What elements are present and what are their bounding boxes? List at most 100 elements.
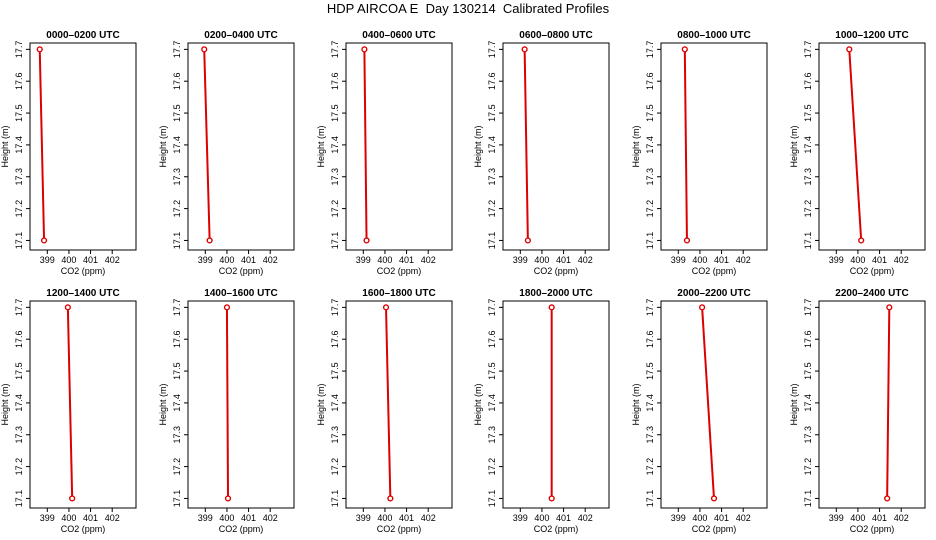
y-tick-label: 17.4 [330, 394, 340, 412]
plot-frame [187, 42, 295, 251]
x-tick-label: 402 [263, 513, 278, 523]
y-axis-label: Height (m) [789, 383, 799, 425]
y-tick-label: 17.3 [330, 426, 340, 444]
y-tick-label: 17.5 [803, 104, 813, 122]
y-axis-label: Height (m) [316, 125, 326, 167]
y-tick-label: 17.6 [14, 72, 24, 90]
panel-7: 1200–1400 UTC 399 400 401 402 17.1 17.2 17.3 17.… [0, 288, 137, 534]
y-tick-label: 17.2 [330, 200, 340, 218]
panel-title: 2200–2400 UTC [835, 288, 908, 299]
data-point [710, 495, 718, 502]
plot-frame [660, 42, 768, 251]
panel-title: 1200–1400 UTC [46, 288, 119, 299]
y-tick-label: 17.3 [330, 168, 340, 186]
x-tick-label: 399 [198, 255, 213, 265]
panel-title: 0400–0600 UTC [362, 30, 435, 41]
data-point [224, 495, 232, 502]
x-axis-label: CO2 (ppm) [850, 524, 895, 534]
y-tick-label: 17.1 [172, 490, 182, 508]
panel-title: 1800–2000 UTC [519, 288, 592, 299]
y-tick-label: 17.2 [487, 200, 497, 218]
y-axis-label: Height (m) [158, 383, 168, 425]
x-axis-label: CO2 (ppm) [61, 524, 106, 534]
profile-line [203, 49, 211, 241]
y-tick-label: 17.1 [645, 490, 655, 508]
x-tick-label: 399 [829, 513, 844, 523]
y-tick-label: 17.1 [487, 232, 497, 250]
x-tick-label: 401 [714, 513, 729, 523]
y-tick-label: 17.2 [645, 458, 655, 476]
data-point [382, 304, 390, 311]
y-axis-label: Height (m) [631, 125, 641, 167]
y-tick-label: 17.7 [803, 299, 813, 317]
y-tick-label: 17.3 [172, 168, 182, 186]
y-tick-label: 17.1 [487, 490, 497, 508]
x-tick-label: 402 [736, 513, 751, 523]
x-tick-label: 402 [105, 513, 120, 523]
data-point [858, 237, 865, 244]
y-tick-label: 17.7 [14, 299, 24, 317]
x-tick-label: 402 [736, 255, 751, 265]
x-tick-label: 400 [534, 255, 549, 265]
x-tick-label: 402 [105, 255, 120, 265]
y-tick-label: 17.5 [172, 104, 182, 122]
y-tick-label: 17.2 [172, 200, 182, 218]
x-axis-label: CO2 (ppm) [377, 266, 422, 276]
y-tick-label: 17.4 [803, 136, 813, 154]
x-tick-label: 401 [399, 513, 414, 523]
y-tick-label: 17.6 [803, 72, 813, 90]
y-tick-label: 17.3 [14, 168, 24, 186]
y-tick-label: 17.3 [645, 168, 655, 186]
x-tick-label: 399 [40, 255, 55, 265]
x-tick-label: 399 [671, 513, 686, 523]
panel-title: 1000–1200 UTC [835, 30, 908, 41]
y-tick-label: 17.5 [172, 362, 182, 380]
panel-title: 1400–1600 UTC [204, 288, 277, 299]
data-point [699, 304, 706, 311]
x-tick-label: 402 [421, 513, 436, 523]
y-tick-label: 17.6 [645, 72, 655, 90]
data-point [521, 46, 528, 53]
data-point [361, 46, 368, 53]
y-tick-label: 17.1 [172, 232, 182, 250]
x-tick-label: 399 [513, 255, 528, 265]
y-tick-label: 17.6 [645, 330, 655, 348]
x-tick-label: 402 [894, 513, 909, 523]
x-tick-label: 399 [513, 513, 528, 523]
x-tick-label: 400 [692, 513, 707, 523]
data-point [64, 304, 71, 311]
data-point [886, 304, 893, 311]
x-tick-label: 401 [241, 513, 256, 523]
y-axis-label: Height (m) [0, 125, 10, 167]
x-axis-label: CO2 (ppm) [377, 524, 422, 534]
y-tick-label: 17.4 [172, 394, 182, 412]
data-point [683, 237, 691, 244]
x-tick-label: 400 [377, 255, 392, 265]
x-tick-label: 402 [578, 255, 593, 265]
x-tick-label: 399 [40, 513, 55, 523]
x-tick-label: 402 [578, 513, 593, 523]
profile-line [363, 49, 368, 241]
panel-6: 1000–1200 UTC 399 400 401 402 17.1 17.2 17.3 17.… [789, 30, 926, 276]
y-tick-label: 17.4 [645, 394, 655, 412]
y-tick-label: 17.2 [803, 458, 813, 476]
x-tick-label: 401 [714, 255, 729, 265]
data-point [206, 237, 213, 244]
y-tick-label: 17.4 [172, 136, 182, 154]
data-point [548, 304, 555, 311]
y-tick-label: 17.2 [172, 458, 182, 476]
x-tick-label: 401 [556, 513, 571, 523]
y-tick-label: 17.3 [487, 168, 497, 186]
profile-line [523, 49, 529, 241]
plot-frame [345, 42, 453, 251]
y-axis-label: Height (m) [473, 125, 483, 167]
y-tick-label: 17.1 [330, 232, 340, 250]
y-axis-label: Height (m) [473, 383, 483, 425]
profile-line [848, 49, 863, 241]
y-tick-label: 17.3 [803, 426, 813, 444]
y-tick-label: 17.5 [330, 104, 340, 122]
panel-11: 2000–2200 UTC 399 400 401 402 17.1 17.2 17.3 17.… [631, 288, 768, 534]
y-tick-label: 17.2 [645, 200, 655, 218]
panel-3: 0400–0600 UTC 399 400 401 402 17.1 17.2 17.3 17.… [316, 30, 453, 276]
